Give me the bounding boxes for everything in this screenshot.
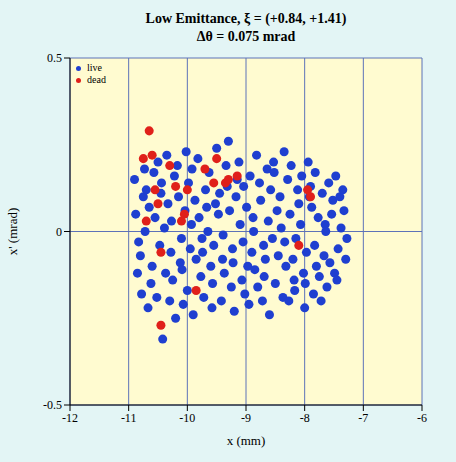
html-text:live: live [87, 62, 102, 73]
svg-text:-10: -10 [179, 411, 195, 425]
svg-text:-7: -7 [358, 411, 368, 425]
svg-text:-9: -9 [241, 411, 251, 425]
html-text:Low Emittance, ξ = (+0.84, +1.: Low Emittance, ξ = (+0.84, +1.41) [145, 11, 347, 26]
svg-text:x (mm): x (mm) [227, 433, 266, 448]
html-text:Δθ = 0.075 mrad: Δθ = 0.075 mrad [196, 29, 296, 44]
svg-text:-6: -6 [417, 411, 427, 425]
svg-text:x' (mrad): x' (mrad) [5, 208, 20, 255]
svg-text:0.5: 0.5 [47, 51, 62, 65]
svg-text:-12: -12 [62, 411, 78, 425]
svg-text:0: 0 [56, 225, 62, 239]
svg-text:-0.5: -0.5 [43, 398, 62, 412]
svg-text:-11: -11 [121, 411, 137, 425]
svg-text:-8: -8 [300, 411, 310, 425]
html-text:dead: dead [87, 74, 106, 85]
